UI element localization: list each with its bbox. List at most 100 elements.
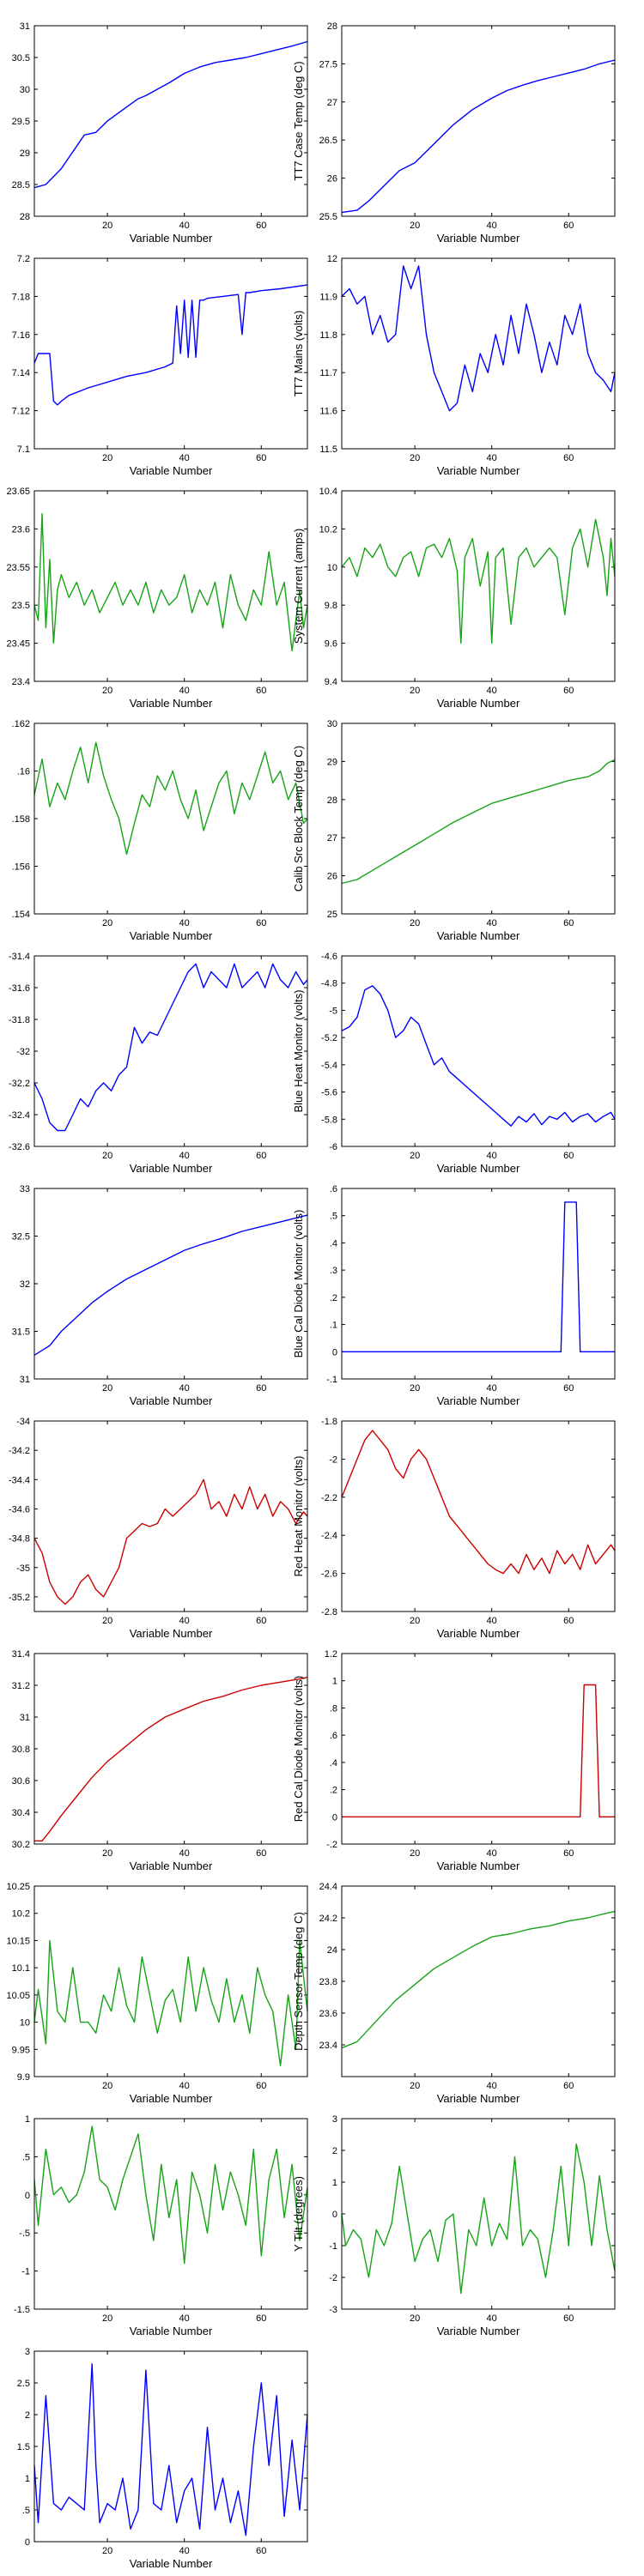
x-axis-label: Variable Number [130, 1859, 213, 1872]
x-tick-label: 40 [179, 453, 190, 463]
y-tick-label: 25.5 [319, 212, 337, 222]
y-tick-label: -32.4 [9, 1110, 30, 1121]
y-tick-label: -1.8 [321, 1417, 337, 1427]
x-axis-label: Variable Number [130, 2325, 213, 2337]
y-tick-label: 10.25 [6, 1882, 30, 1892]
x-axis-label: Variable Number [437, 2092, 520, 2105]
series-line [33, 40, 308, 189]
chart-panel-5: 20 40 60 23.4 23.45 23.5 23.55 23.6 23.65 Variabl… [6, 487, 308, 710]
y-tick-label: 25 [327, 910, 337, 920]
y-tick-label: 11.8 [319, 330, 337, 341]
y-tick-label: -2.4 [321, 1531, 337, 1541]
series-line [341, 985, 616, 1127]
x-tick-label: 20 [410, 686, 420, 696]
chart-panel-3: 20 40 60 7.1 7.12 7.14 7.16 7.18 7.2 Variable Num… [12, 254, 308, 477]
y-tick-label: -5.8 [321, 1115, 337, 1125]
x-tick-label: 60 [563, 686, 574, 696]
plot-area [33, 1188, 308, 1380]
y-axis-label: Blue Cal Diode Monitor (volts) [292, 1210, 305, 1358]
y-axis-label: Depth Sensor Temp (deg C) [292, 1912, 305, 2051]
y-tick-label: 11.9 [319, 292, 337, 302]
y-tick-label: .5 [22, 2506, 30, 2516]
x-tick-label: 20 [102, 1616, 112, 1626]
x-tick-label: 60 [563, 1151, 574, 1161]
y-tick-label: -34.2 [9, 1446, 30, 1456]
x-tick-label: 60 [256, 453, 266, 463]
plot-area [33, 955, 308, 1147]
x-tick-label: 60 [256, 918, 266, 928]
y-tick-label: .8 [330, 1703, 337, 1714]
y-tick-label: 30.5 [12, 53, 30, 63]
x-axis-label: Variable Number [130, 1162, 213, 1175]
x-axis-label: Variable Number [130, 232, 213, 245]
y-tick-label: 9.4 [325, 677, 337, 687]
x-tick-label: 40 [487, 453, 497, 463]
x-axis-label: Variable Number [437, 2325, 520, 2337]
y-tick-label: -6 [329, 1142, 337, 1152]
y-tick-label: -2 [329, 1454, 337, 1465]
y-tick-label: 29.5 [12, 117, 30, 127]
y-tick-label: -1 [329, 2241, 337, 2252]
y-tick-label: 31 [20, 1713, 30, 1723]
x-tick-label: 40 [179, 1616, 190, 1626]
y-tick-label: -31.8 [9, 1015, 30, 1025]
x-tick-label: 40 [487, 1151, 497, 1161]
y-tick-label: 28 [327, 21, 337, 32]
y-tick-label: 0 [25, 2191, 30, 2201]
x-tick-label: 40 [179, 2313, 190, 2324]
plot-area [341, 1653, 616, 1845]
y-tick-label: -35 [16, 1563, 30, 1574]
chart-panel-10: 20 40 60 -6 -5.8 -5.6 -5.4 -5.2 -5 -4.8 -4.6 Variab… [292, 952, 616, 1175]
y-tick-label: 7.14 [12, 368, 30, 378]
y-tick-label: -31.6 [9, 983, 30, 994]
y-tick-label: 12 [327, 254, 337, 264]
y-tick-label: 31.4 [12, 1649, 30, 1660]
y-tick-label: 30.4 [12, 1808, 30, 1818]
y-tick-label: 11.5 [319, 444, 337, 455]
y-tick-label: 7.16 [12, 330, 30, 341]
x-axis-label: Variable Number [437, 464, 520, 477]
y-tick-label: .6 [330, 1184, 337, 1194]
chart-panel-8: 20 40 60 25 26 27 28 29 30 Variable Number Calib S… [292, 719, 616, 942]
y-tick-label: -34 [16, 1417, 30, 1427]
plot-area [341, 490, 616, 682]
x-tick-label: 20 [410, 918, 420, 928]
x-tick-label: 20 [410, 2081, 420, 2091]
series-line [341, 759, 616, 885]
y-tick-label: 3 [25, 2347, 30, 2357]
chart-panel-14: 20 40 60 -2.8 -2.6 -2.4 -2.2 -2 -1.8 Variable Num… [292, 1417, 616, 1640]
y-tick-label: 0 [25, 2537, 30, 2548]
plot-area [33, 490, 308, 682]
y-tick-label: 30.2 [12, 1840, 30, 1850]
y-tick-label: 27.5 [319, 59, 337, 70]
y-axis-label: Red Cal Diode Monitor (volts) [292, 1676, 305, 1823]
y-tick-label: 0 [332, 1812, 337, 1823]
y-tick-label: .5 [22, 2152, 30, 2162]
y-tick-label: -.2 [326, 1840, 337, 1850]
x-axis-label: Variable Number [437, 1859, 520, 1872]
chart-panel-20: 20 40 60 -3 -2 -1 0 1 2 3 Variable Number Y Tilt (d… [292, 2114, 616, 2337]
y-axis-label: Calib Src Block Temp (deg C) [292, 746, 305, 892]
x-tick-label: 60 [256, 1383, 266, 1394]
chart-panel-1: 20 40 60 28 28.5 29 29.5 30 30.5 31 Variable Numbe… [12, 21, 308, 245]
y-axis-label: Blue Heat Monitor (volts) [292, 989, 305, 1112]
x-tick-label: 20 [102, 221, 112, 231]
y-tick-label: -31.4 [9, 952, 30, 962]
x-axis-label: Variable Number [437, 697, 520, 710]
plot-area [341, 2118, 616, 2310]
x-tick-label: 40 [487, 918, 497, 928]
y-tick-label: -2.6 [321, 1569, 337, 1580]
y-tick-label: 26 [327, 872, 337, 882]
y-axis-label: System Current (amps) [292, 529, 305, 644]
y-tick-label: 27 [327, 98, 337, 108]
x-tick-label: 40 [487, 1383, 497, 1394]
chart-panel-2: 20 40 60 25.5 26 26.5 27 27.5 28 Variable Number T… [292, 21, 616, 245]
plot-area [33, 25, 308, 217]
y-tick-label: 23.5 [12, 601, 30, 611]
y-tick-label: 11.7 [319, 368, 337, 378]
x-tick-label: 40 [179, 1848, 190, 1859]
y-tick-label: 2.5 [17, 2379, 30, 2389]
x-tick-label: 20 [102, 1151, 112, 1161]
y-tick-label: 30 [327, 719, 337, 729]
